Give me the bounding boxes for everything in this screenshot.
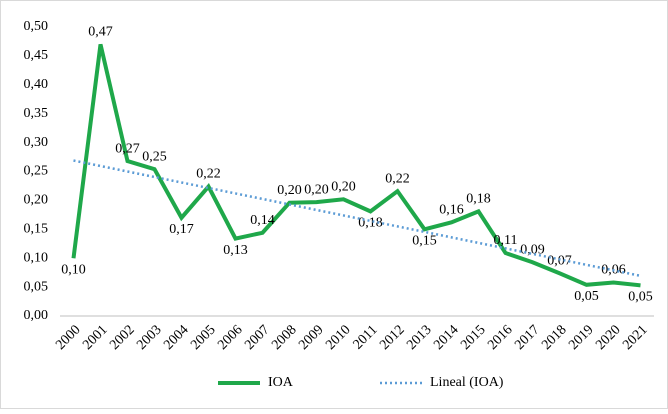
y-tick-label: 0,25 — [24, 164, 49, 179]
data-label: 0,25 — [142, 149, 167, 164]
trend-line — [73, 159, 641, 278]
legend-label: IOA — [268, 375, 294, 390]
data-label: 0,27 — [115, 141, 140, 156]
data-label: 0,20 — [277, 183, 302, 198]
data-label: 0,11 — [494, 233, 518, 248]
data-label: 0,22 — [385, 171, 410, 186]
data-label: 0,22 — [196, 167, 221, 182]
data-label: 0,16 — [439, 203, 464, 218]
data-label: 0,15 — [412, 234, 437, 249]
data-label: 0,07 — [547, 253, 572, 268]
data-label: 0,17 — [169, 222, 194, 237]
data-line — [71, 43, 641, 288]
data-label: 0,47 — [88, 25, 113, 40]
y-tick-label: 0,50 — [24, 19, 49, 34]
y-tick-label: 0,45 — [24, 48, 49, 63]
y-tick-label: 0,40 — [24, 77, 49, 92]
y-tick-label: 0,00 — [24, 308, 49, 323]
data-label: 0,20 — [331, 179, 356, 194]
data-label: 0,13 — [223, 243, 248, 258]
y-tick-label: 0,20 — [24, 193, 49, 208]
y-tick-label: 0,05 — [24, 279, 49, 294]
data-label: 0,10 — [61, 262, 86, 277]
data-label: 0,18 — [466, 192, 491, 207]
y-tick-label: 0,15 — [24, 222, 49, 237]
y-tick-label: 0,30 — [24, 135, 49, 150]
data-label: 0,14 — [250, 213, 275, 228]
legend-label: Lineal (IOA) — [430, 375, 504, 390]
data-label: 0,20 — [304, 182, 329, 197]
y-tick-label: 0,35 — [24, 106, 49, 121]
data-label: 0,05 — [628, 290, 653, 305]
y-tick-label: 0,10 — [24, 250, 49, 265]
data-label: 0,09 — [520, 242, 545, 257]
data-label: 0,05 — [574, 289, 599, 304]
